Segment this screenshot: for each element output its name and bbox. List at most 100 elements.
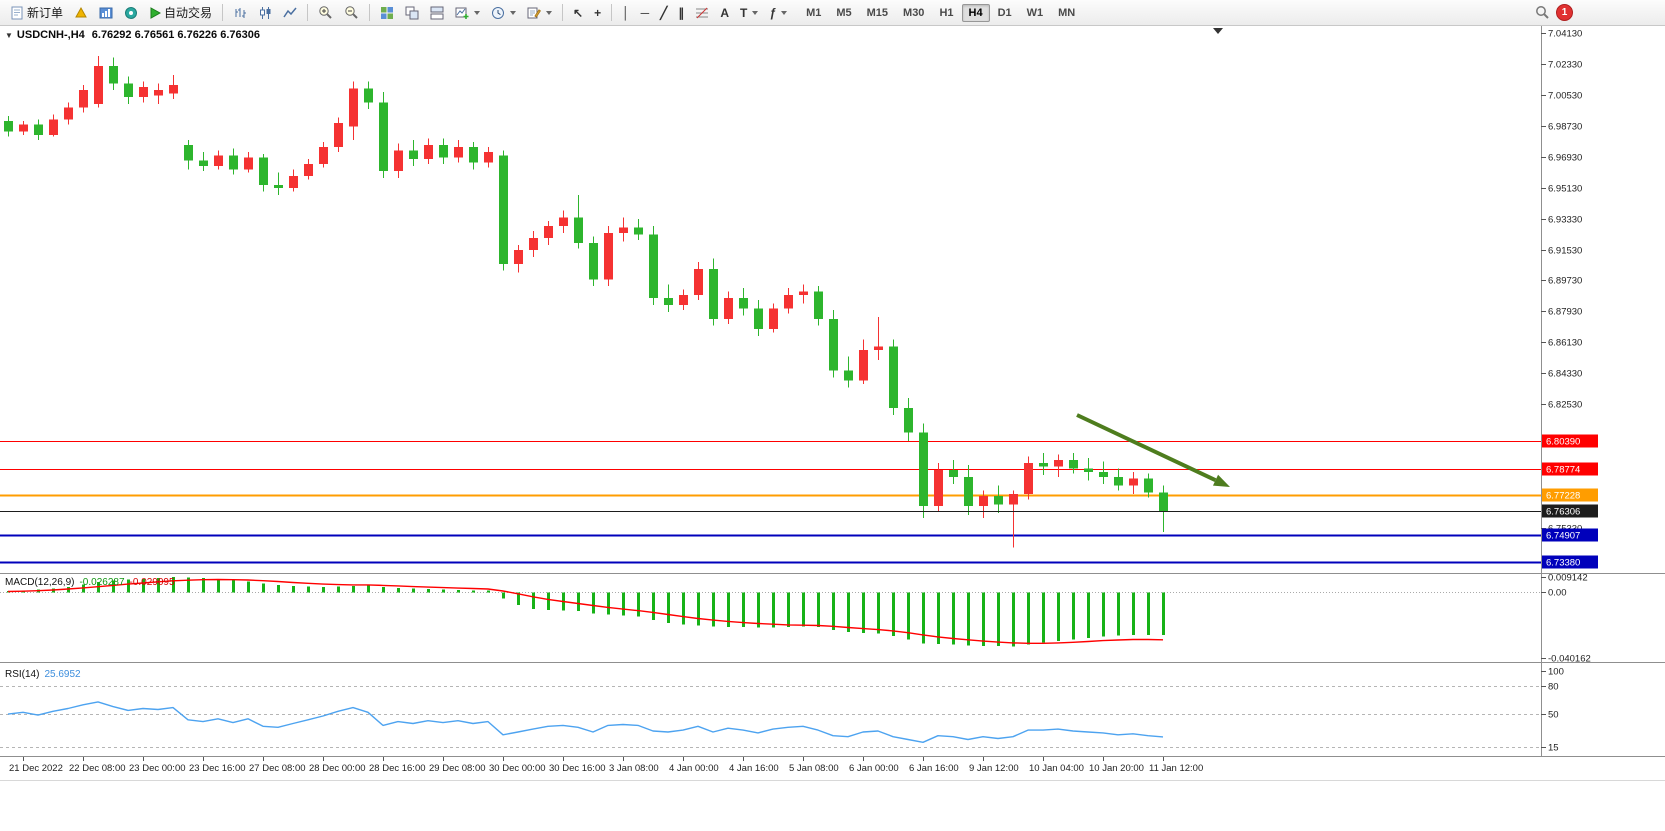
fibonacci-icon (696, 7, 709, 18)
svg-text:6.91530: 6.91530 (1548, 246, 1582, 257)
macd-pane[interactable] (0, 574, 1541, 662)
rsi-value: 25.6952 (44, 669, 81, 680)
zoom-out-button[interactable] (339, 2, 364, 23)
rsi-axis-tick: 50 (1548, 710, 1559, 721)
timeframe-m5-button[interactable]: M5 (836, 6, 852, 19)
crosshair-tool-button[interactable]: + (589, 2, 606, 23)
new-order-label: 新订单 (27, 6, 64, 20)
svg-text:6.96930: 6.96930 (1548, 153, 1582, 164)
time-axis-tick: 6 Jan 00:00 (849, 763, 899, 774)
candles (4, 55, 1168, 548)
timeframe-h1-button[interactable]: H1 (939, 6, 954, 19)
tile-horizontal-icon (430, 6, 444, 19)
separator (611, 4, 613, 21)
search-button[interactable] (1530, 2, 1555, 23)
candlestick-chart-button[interactable] (253, 2, 277, 23)
rsi-axis-tick: 100 (1548, 667, 1564, 678)
macd-main-value: -0.026287 (79, 577, 125, 588)
indicators-button[interactable]: ƒ (764, 2, 792, 23)
symbol-period-label: USDCNH-,H4 (16, 29, 85, 41)
zoom-in-icon (319, 6, 332, 19)
template-icon (527, 7, 542, 18)
svg-text:6.73380: 6.73380 (1546, 558, 1580, 569)
main-chart-area[interactable] (0, 26, 1541, 573)
rsi-axis-tick: 15 (1548, 743, 1559, 754)
svg-text:6.93330: 6.93330 (1548, 215, 1582, 226)
cascade-windows-icon (405, 6, 419, 19)
new-chart-button[interactable] (450, 2, 485, 23)
one-click-trading-toggle-icon[interactable]: ▼ (5, 31, 13, 40)
channel-icon: ∥ (678, 5, 685, 20)
timeframe-d1-button[interactable]: D1 (997, 6, 1012, 19)
time-axis-tick: 29 Dec 08:00 (429, 763, 486, 774)
time-axis[interactable] (0, 757, 1541, 781)
vertical-line-tool-button[interactable]: │ (617, 2, 635, 23)
separator (369, 4, 371, 21)
horizontal-line-objects[interactable] (0, 441, 1541, 564)
horizontal-line-tool-button[interactable]: ─ (636, 2, 655, 23)
svg-text:7.02330: 7.02330 (1548, 60, 1582, 71)
rsi-label: RSI(14) 25.6952 (5, 669, 81, 680)
timeframe-m15-button[interactable]: M15 (866, 6, 889, 19)
line-chart-button[interactable] (278, 2, 302, 23)
svg-text:6.98730: 6.98730 (1548, 122, 1582, 133)
templates-button[interactable] (522, 2, 557, 23)
indicators-icon: ƒ (769, 5, 777, 20)
periods-button[interactable] (486, 2, 521, 23)
timeframe-mn-button[interactable]: MN (1058, 6, 1076, 19)
macd-signal-line (7, 578, 1164, 644)
trend-arrow-object[interactable] (1076, 413, 1230, 487)
dropdown-caret-icon (546, 10, 553, 15)
zoom-in-button[interactable] (313, 2, 338, 23)
timeframe-m30-button[interactable]: M30 (903, 6, 925, 19)
fibonacci-tool-button[interactable] (690, 2, 714, 23)
trendline-tool-button[interactable]: ╱ (655, 2, 672, 23)
price-tag: 6.76306 (1542, 504, 1598, 518)
price-tag: 6.77228 (1542, 488, 1598, 502)
quotes-button[interactable] (69, 2, 93, 23)
svg-text:6.76306: 6.76306 (1546, 507, 1580, 518)
dropdown-caret-icon (781, 10, 788, 15)
time-axis-tick: 27 Dec 08:00 (249, 763, 306, 774)
tile-horizontal-button[interactable] (425, 2, 449, 23)
arrows-tool-button[interactable]: T (735, 2, 763, 23)
dropdown-caret-icon (510, 10, 517, 15)
svg-text:6.84330: 6.84330 (1548, 369, 1582, 380)
price-tag: 6.73380 (1542, 555, 1598, 569)
tile-windows-button[interactable] (375, 2, 399, 23)
timeframe-m1-button[interactable]: M1 (806, 6, 822, 19)
line-chart-icon (283, 7, 297, 17)
dropdown-caret-icon (474, 10, 481, 15)
svg-text:6.87930: 6.87930 (1548, 307, 1582, 318)
channel-tool-button[interactable]: ∥ (673, 2, 689, 23)
cursor-tool-button[interactable]: ↖ (568, 2, 588, 23)
new-order-icon (11, 6, 23, 19)
notification-badge[interactable]: 1 (1556, 4, 1573, 21)
toolbar: 新订单 自动交易 (0, 0, 1665, 26)
cascade-windows-button[interactable] (400, 2, 424, 23)
community-button[interactable] (119, 2, 143, 23)
chart-shift-marker-icon[interactable] (1213, 28, 1223, 34)
time-axis-labels: 21 Dec 2022 22 Dec 08:00 23 Dec 00:00 23 De… (9, 757, 1203, 774)
search-icon (1536, 6, 1549, 19)
timeframe-h4-button[interactable]: H4 (961, 3, 990, 22)
cursor-icon: ↖ (573, 5, 584, 20)
svg-text:7.00530: 7.00530 (1548, 91, 1582, 102)
new-order-button[interactable]: 新订单 (5, 2, 68, 23)
time-axis-tick: 10 Jan 20:00 (1089, 763, 1144, 774)
price-axis[interactable] (1541, 26, 1665, 757)
time-axis-tick: 30 Dec 00:00 (489, 763, 546, 774)
svg-text:6.80390: 6.80390 (1546, 437, 1580, 448)
timeframe-w1-button[interactable]: W1 (1026, 6, 1044, 19)
svg-text:6.89730: 6.89730 (1548, 276, 1582, 287)
chart-window-button[interactable] (94, 2, 118, 23)
new-chart-icon (455, 7, 469, 19)
bar-chart-button[interactable] (228, 2, 252, 23)
rsi-name: RSI(14) (5, 669, 40, 680)
text-tool-button[interactable]: A (715, 2, 734, 23)
rsi-pane[interactable] (0, 663, 1541, 756)
svg-text:6.77228: 6.77228 (1546, 491, 1580, 502)
time-axis-tick: 21 Dec 2022 (9, 763, 63, 774)
autotrading-button[interactable]: 自动交易 (144, 2, 217, 23)
